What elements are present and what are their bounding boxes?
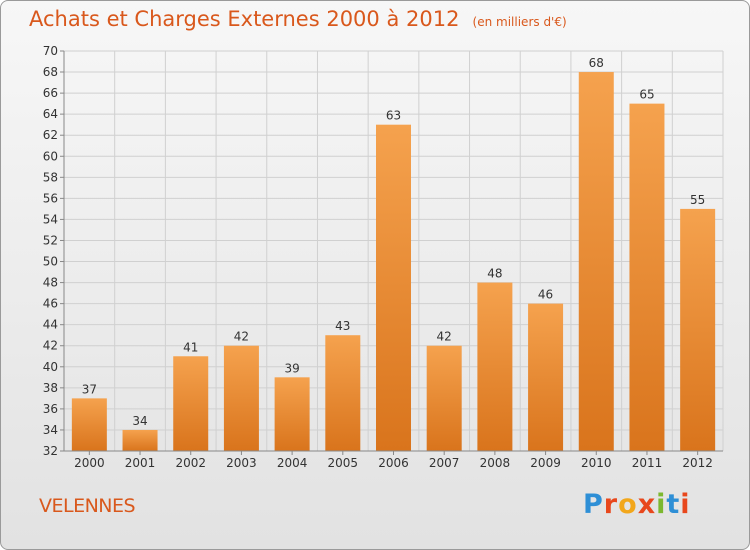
bar: [680, 208, 716, 451]
y-tick-label: 38: [43, 381, 58, 395]
x-tick-label: 2012: [682, 456, 713, 470]
y-tick-label: 60: [43, 149, 58, 163]
y-tick-label: 50: [43, 255, 58, 269]
y-tick-label: 56: [43, 191, 58, 205]
y-tick-label: 52: [43, 233, 58, 247]
y-tick-label: 62: [43, 128, 58, 142]
bar: [578, 72, 614, 451]
y-tick-label: 70: [43, 44, 58, 58]
logo-letter: t: [666, 489, 681, 520]
proxiti-logo[interactable]: Proxiti: [583, 489, 691, 520]
x-tick-label: 2008: [480, 456, 511, 470]
x-tick-label: 2011: [632, 456, 663, 470]
data-label: 39: [284, 361, 299, 375]
data-label: 48: [487, 267, 502, 281]
logo-letter: x: [637, 489, 657, 520]
y-tick-label: 40: [43, 360, 58, 374]
bar: [376, 124, 411, 452]
x-tick-label: 2002: [175, 456, 206, 470]
bar: [274, 377, 310, 451]
y-tick-label: 66: [43, 86, 58, 100]
title-line: Achats et Charges Externes 2000 à 2012 (…: [29, 7, 567, 31]
y-tick-label: 46: [43, 297, 58, 311]
y-tick-label: 64: [43, 107, 58, 121]
x-tick-label: 2009: [530, 456, 561, 470]
data-label: 41: [183, 340, 198, 354]
data-label: 42: [437, 330, 452, 344]
data-label: 42: [234, 330, 249, 344]
bar: [223, 345, 259, 451]
data-label: 55: [690, 193, 705, 207]
x-tick-label: 2004: [277, 456, 308, 470]
y-tick-label: 32: [43, 444, 58, 458]
data-label: 68: [589, 56, 604, 70]
logo-letter: o: [618, 489, 638, 520]
bar: [528, 303, 564, 451]
y-tick-label: 34: [43, 423, 58, 437]
y-tick-label: 44: [43, 318, 58, 332]
bar: [325, 335, 361, 451]
data-label: 46: [538, 288, 553, 302]
x-tick-label: 2001: [125, 456, 156, 470]
logo-letter: P: [583, 489, 604, 520]
bar: [477, 282, 513, 451]
chart-title: Achats et Charges Externes 2000 à 2012: [29, 7, 460, 31]
x-tick-label: 2007: [429, 456, 460, 470]
data-label: 63: [386, 109, 401, 123]
y-tick-label: 54: [43, 212, 58, 226]
bar: [426, 345, 462, 451]
commune-name: VELENNES: [39, 495, 136, 517]
bar: [629, 103, 665, 451]
y-tick-label: 42: [43, 339, 58, 353]
logo-letter: r: [603, 489, 619, 520]
data-label: 37: [82, 382, 97, 396]
y-tick-label: 48: [43, 276, 58, 290]
y-tick-label: 68: [43, 65, 58, 79]
bar: [173, 356, 209, 451]
data-label: 34: [132, 414, 147, 428]
x-tick-label: 2010: [581, 456, 612, 470]
chart-unit: (en milliers d'€): [472, 15, 567, 29]
data-label: 65: [639, 88, 654, 102]
logo-letter: i: [656, 489, 667, 520]
x-tick-label: 2005: [328, 456, 359, 470]
bar: [71, 398, 107, 451]
x-tick-label: 2006: [378, 456, 409, 470]
logo-letter: i: [680, 489, 691, 520]
bar: [122, 429, 158, 451]
data-label: 43: [335, 319, 350, 333]
y-tick-label: 36: [43, 402, 58, 416]
x-tick-label: 2003: [226, 456, 257, 470]
y-tick-label: 58: [43, 170, 58, 184]
x-tick-label: 2000: [74, 456, 105, 470]
